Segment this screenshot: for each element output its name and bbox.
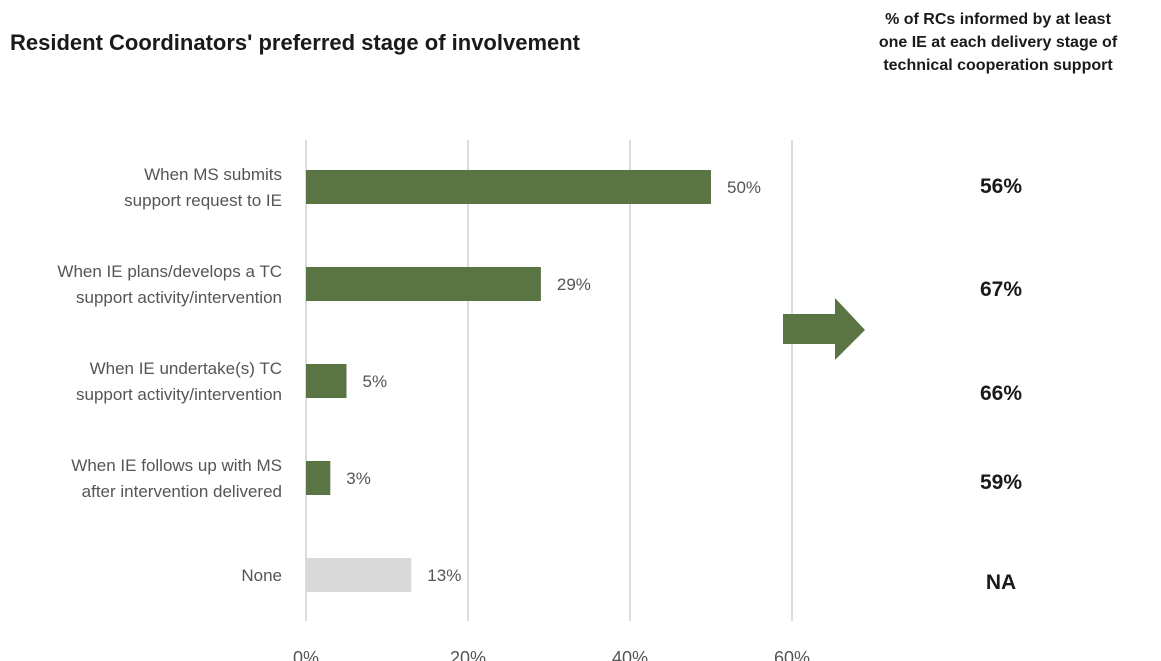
bar xyxy=(306,267,541,301)
category-label: When IE follows up with MS after interven… xyxy=(71,456,282,501)
category-labels: When MS submits support request to IE When… xyxy=(57,165,282,585)
value-label: 13% xyxy=(427,566,461,585)
category-label: None xyxy=(241,566,282,585)
category-label: When IE undertake(s) TC support activity/… xyxy=(76,359,282,404)
informed-value: 56% xyxy=(979,175,1023,198)
informed-value: 59% xyxy=(979,471,1023,494)
informed-value: 66% xyxy=(979,382,1023,405)
value-labels: 50% 29% 5% 3% 13% xyxy=(346,178,761,585)
arrow-right-icon xyxy=(783,298,865,360)
value-label: 50% xyxy=(727,178,761,197)
informed-header: % of RCs informed by at least one IE at … xyxy=(832,8,1161,77)
x-tick-label: 40% xyxy=(612,648,648,661)
x-tick-labels: 0% 20% 40% 60% xyxy=(293,648,810,661)
informed-value: NA xyxy=(985,571,1017,594)
bar xyxy=(306,170,711,204)
informed-header-line: one IE at each delivery stage of xyxy=(878,34,1118,51)
value-label: 3% xyxy=(346,469,371,488)
x-tick-label: 0% xyxy=(293,648,319,661)
bar xyxy=(306,558,412,592)
bar xyxy=(306,364,347,398)
bar xyxy=(306,461,331,495)
informed-value: 67% xyxy=(979,278,1023,301)
informed-header-line: technical cooperation support xyxy=(883,57,1113,74)
category-label: When IE plans/develops a TC support activ… xyxy=(57,262,282,307)
x-tick-label: 20% xyxy=(450,648,486,661)
chart-title: Resident Coordinators' preferred stage o… xyxy=(10,30,581,55)
x-tick-label: 60% xyxy=(774,648,810,661)
value-label: 5% xyxy=(363,372,388,391)
category-label: When MS submits support request to IE xyxy=(124,165,282,210)
bars xyxy=(306,170,711,592)
informed-header-line: % of RCs informed by at least xyxy=(885,11,1111,28)
value-label: 29% xyxy=(557,275,591,294)
